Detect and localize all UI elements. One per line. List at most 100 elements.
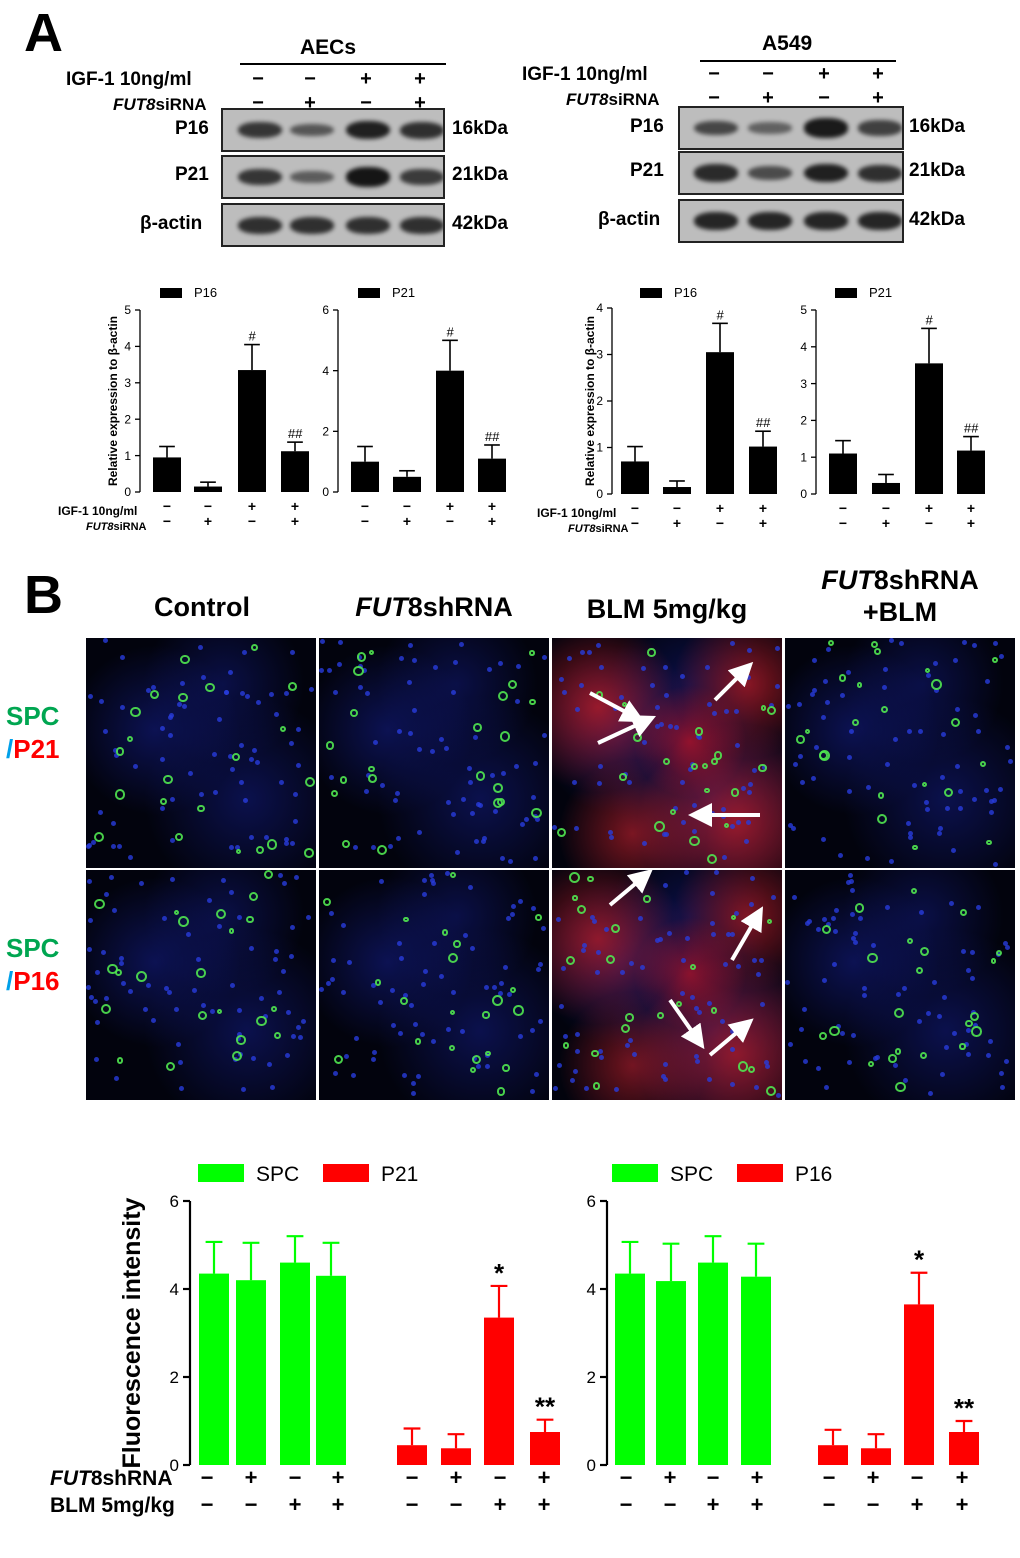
shrna-row-label-rest: 8shRNA [91,1467,173,1490]
blm-sign: − [450,1492,463,1517]
nucleus-dot [746,647,752,653]
nucleus-dot [390,1022,396,1028]
nucleus-dot [450,689,456,695]
nucleus-dot [351,1073,357,1079]
nucleus-dot [663,692,669,698]
cell-underline-aecs [240,63,446,65]
nucleus-dot [672,806,678,812]
significance-label: ## [964,421,979,436]
blm-sign: − [867,1492,880,1517]
nucleus-dot [432,941,438,947]
nucleus-dot [446,799,452,805]
blm-sign: + [538,1492,551,1517]
nucleus-dot [128,854,134,860]
micrograph-panel [552,870,782,1100]
nucleus-dot [798,753,804,759]
igf-sign: − [361,498,369,514]
nucleus-dot [416,829,422,835]
nucleus-dot [266,1062,272,1068]
nucleus-dot [693,1053,699,1059]
nucleus-dot [508,859,514,865]
shrna-row-label-italic: FUT [50,1467,93,1490]
nucleus-dot [132,764,138,770]
nucleus-dot [695,1059,701,1065]
y-tick-label: 0 [800,487,807,501]
nucleus-dot [476,1063,482,1069]
y-tick-label: 6 [170,1192,179,1211]
spc-cell [870,640,878,649]
nucleus-dot [281,969,287,975]
igf-row-label-left: IGF-1 10ng/ml [58,504,137,518]
nucleus-dot [276,990,282,996]
blot-band [748,211,792,231]
nucleus-dot [244,694,250,700]
nucleus-dot [1000,1084,1006,1090]
spc-cell [851,719,859,727]
bar [818,1445,848,1465]
y-tick-label: 6 [587,1192,596,1211]
spc-cell [368,774,377,784]
nucleus-dot [957,789,963,795]
nucleus-dot [169,876,175,882]
spc-cell [713,751,723,760]
nucleus-dot [574,1048,580,1054]
nucleus-dot [255,759,261,765]
nucleus-dot [487,666,493,672]
nucleus-dot [293,874,299,880]
nucleus-dot [987,1038,993,1044]
spc-cell [689,964,696,971]
igf-row-label-right: IGF-1 10ng/ml [537,506,616,520]
nucleus-dot [407,680,413,685]
blot-size-actin-left: 42kDa [452,213,508,234]
spc-cell [330,789,339,798]
spc-cell [643,895,651,903]
nucleus-dot [537,962,543,968]
nucleus-dot [357,685,363,691]
blm-sign: + [332,1492,345,1517]
nucleus-dot [730,1082,736,1088]
fut8-sign: + [403,513,411,529]
igf-sign: − [708,63,720,85]
nucleus-dot [94,1057,100,1063]
nucleus-dot [228,753,234,759]
spc-cell [448,952,459,964]
blot-size-actin-right: 42kDa [909,209,965,230]
nucleus-dot [438,974,444,980]
nucleus-dot [570,1077,576,1083]
fut8-label-left: FUT8siRNA [113,95,207,114]
nucleus-dot [460,1029,466,1035]
nucleus-dot [850,887,856,893]
spc-cell [710,1006,718,1014]
nucleus-dot [804,920,810,926]
spc-cell [174,910,180,916]
nucleus-dot [598,1054,604,1060]
nucleus-dot [788,822,794,828]
blot-label-p16-right: P16 [630,116,664,137]
spc-cell [563,1042,570,1049]
nucleus-dot [654,937,660,943]
spc-cell [163,774,173,785]
legend-label: P21 [869,285,892,300]
spc-cell [818,751,828,761]
spc-cell [496,1087,506,1097]
nucleus-dot [608,835,614,841]
nucleus-dot [336,662,342,668]
nucleus-dot [327,668,333,674]
fut8-row-label-left: FUT8siRNA [86,521,147,533]
spc-cell [531,807,543,819]
spc-cell [271,1006,278,1012]
spc-cell [267,839,278,850]
column-header-control: Control [154,592,250,622]
igf-sign: + [925,500,933,516]
nucleus-dot [186,931,191,937]
nucleus-dot [850,911,856,917]
blm-sign: − [620,1492,633,1517]
igf-sign: − [631,500,639,516]
spc-cell [931,678,942,690]
spc-cell [881,705,889,714]
spc-cell [619,773,627,781]
y-axis-label: Relative expression to β-actin [583,316,597,486]
nucleus-dot [730,640,736,646]
nucleus-dot [706,701,712,707]
nucleus-dot [398,956,404,962]
